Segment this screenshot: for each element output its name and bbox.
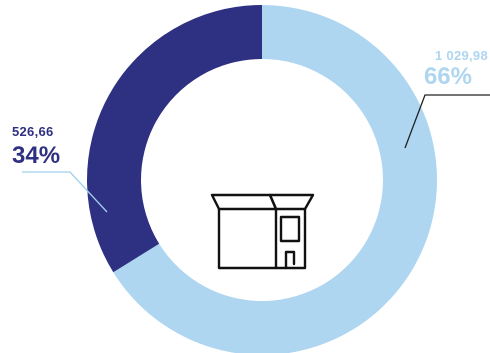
box-icon: [210, 193, 315, 270]
leader-line-slice-2: [22, 171, 108, 213]
value-label-slice-1: 1 029,98: [435, 48, 488, 63]
percent-label-slice-1: 66%: [424, 63, 472, 90]
value-label-slice-2: 526,66: [12, 124, 54, 139]
percent-label-slice-2: 34%: [12, 142, 60, 169]
leader-line-slice-1: [404, 94, 490, 149]
donut-slice-1: [113, 5, 437, 353]
donut-slice-2: [87, 5, 263, 273]
donut-slices: [87, 5, 437, 353]
